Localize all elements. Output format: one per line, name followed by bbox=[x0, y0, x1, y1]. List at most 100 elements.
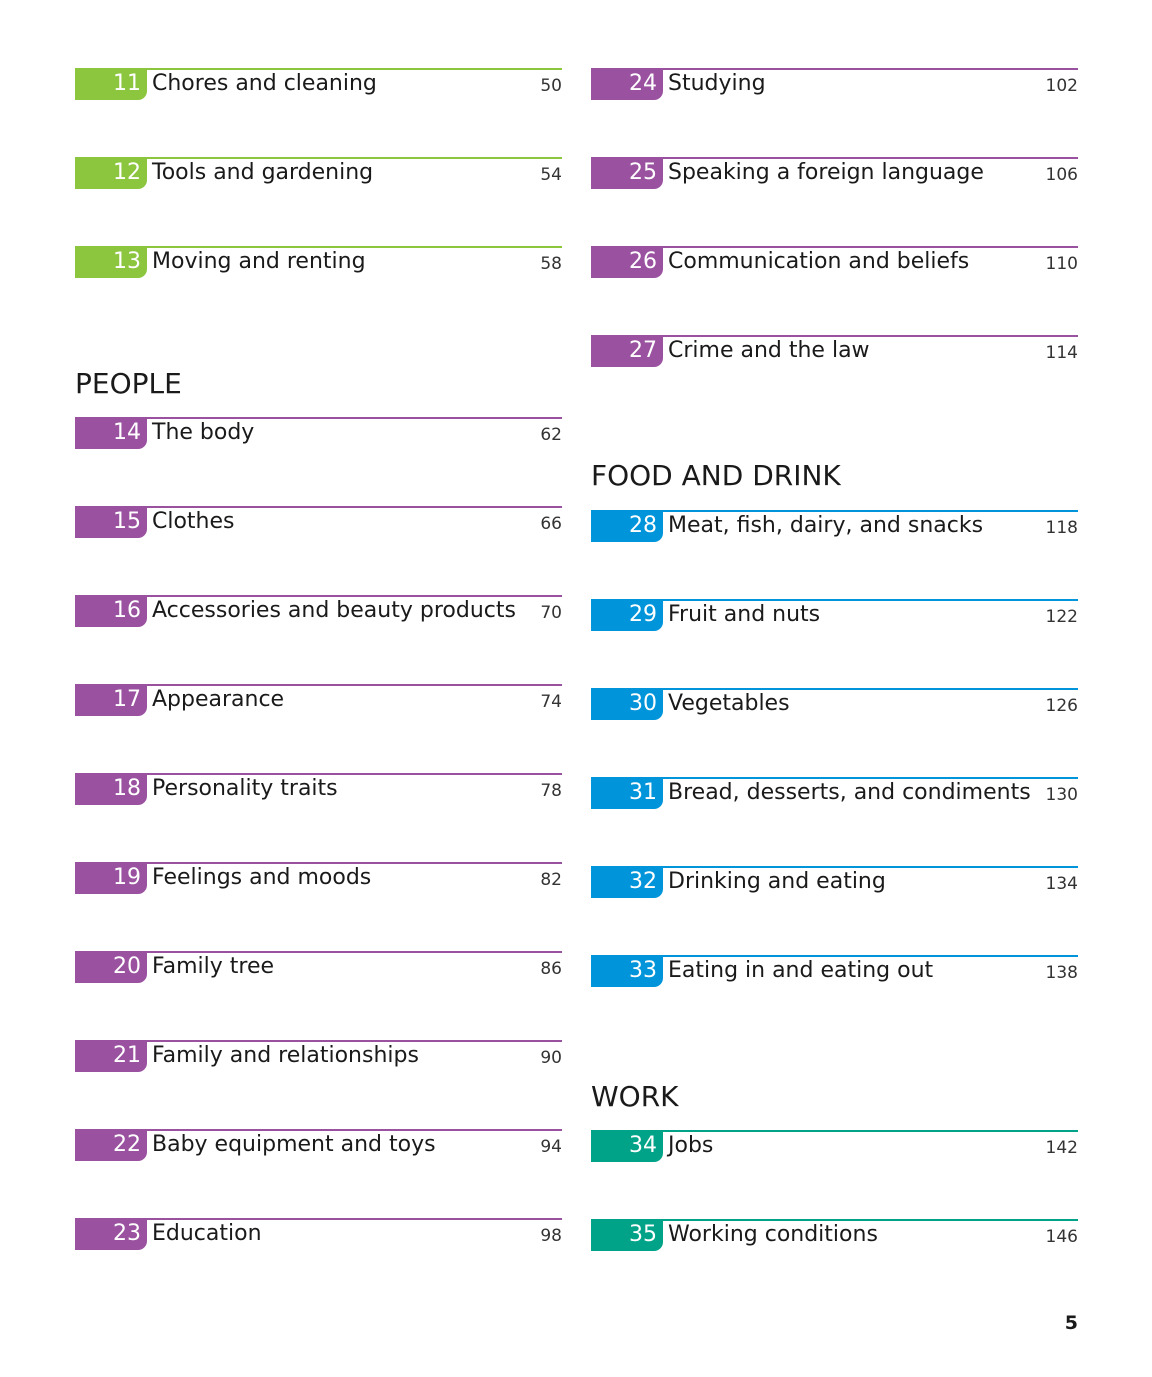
page-reference: 130 bbox=[1045, 785, 1078, 805]
toc-entry[interactable]: 24 Studying 102 bbox=[591, 68, 1078, 102]
entry-rule bbox=[75, 1129, 562, 1131]
entry-rule bbox=[591, 157, 1078, 159]
chapter-title: Moving and renting bbox=[152, 249, 366, 274]
entry-rule bbox=[75, 417, 562, 419]
page-reference: 138 bbox=[1045, 963, 1078, 983]
entry-rule bbox=[75, 595, 562, 597]
toc-entry[interactable]: 20 Family tree 86 bbox=[75, 951, 562, 985]
page-reference: 66 bbox=[540, 514, 562, 534]
page-reference: 62 bbox=[540, 425, 562, 445]
section-heading-work: WORK bbox=[591, 1080, 679, 1113]
toc-entry[interactable]: 16 Accessories and beauty products 70 bbox=[75, 595, 562, 629]
entry-rule bbox=[75, 1218, 562, 1220]
chapter-title: Crime and the law bbox=[668, 338, 870, 363]
entry-rule bbox=[75, 1040, 562, 1042]
entry-rule bbox=[591, 1219, 1078, 1221]
entry-rule bbox=[591, 599, 1078, 601]
toc-entry[interactable]: 13 Moving and renting 58 bbox=[75, 246, 562, 280]
toc-entry[interactable]: 34 Jobs 142 bbox=[591, 1130, 1078, 1164]
chapter-number: 28 bbox=[591, 510, 663, 542]
page-number: 5 bbox=[1064, 1312, 1078, 1334]
toc-entry[interactable]: 32 Drinking and eating 134 bbox=[591, 866, 1078, 900]
entry-rule bbox=[75, 862, 562, 864]
page-reference: 118 bbox=[1045, 518, 1078, 538]
toc-entry[interactable]: 27 Crime and the law 114 bbox=[591, 335, 1078, 369]
chapter-number: 35 bbox=[591, 1219, 663, 1251]
toc-entry[interactable]: 12 Tools and gardening 54 bbox=[75, 157, 562, 191]
section-heading-people: PEOPLE bbox=[75, 367, 182, 400]
toc-entry[interactable]: 35 Working conditions 146 bbox=[591, 1219, 1078, 1253]
chapter-number: 18 bbox=[75, 773, 147, 805]
chapter-number: 21 bbox=[75, 1040, 147, 1072]
page-reference: 122 bbox=[1045, 607, 1078, 627]
toc-entry[interactable]: 31 Bread, desserts, and condiments 130 bbox=[591, 777, 1078, 811]
toc-entry[interactable]: 17 Appearance 74 bbox=[75, 684, 562, 718]
entry-rule bbox=[591, 68, 1078, 70]
chapter-title: Vegetables bbox=[668, 691, 790, 716]
entry-rule bbox=[591, 866, 1078, 868]
toc-entry[interactable]: 15 Clothes 66 bbox=[75, 506, 562, 540]
toc-entry[interactable]: 14 The body 62 bbox=[75, 417, 562, 451]
toc-entry[interactable]: 26 Communication and beliefs 110 bbox=[591, 246, 1078, 280]
entry-rule bbox=[75, 951, 562, 953]
toc-entry[interactable]: 18 Personality traits 78 bbox=[75, 773, 562, 807]
chapter-title: Chores and cleaning bbox=[152, 71, 377, 96]
chapter-title: Tools and gardening bbox=[152, 160, 374, 185]
chapter-number: 32 bbox=[591, 866, 663, 898]
chapter-number: 15 bbox=[75, 506, 147, 538]
page-reference: 98 bbox=[540, 1226, 562, 1246]
chapter-title: Personality traits bbox=[152, 776, 338, 801]
chapter-title: Family tree bbox=[152, 954, 275, 979]
chapter-number: 16 bbox=[75, 595, 147, 627]
toc-entry[interactable]: 22 Baby equipment and toys 94 bbox=[75, 1129, 562, 1163]
chapter-title: Family and relationships bbox=[152, 1043, 419, 1068]
chapter-title: Working conditions bbox=[668, 1222, 878, 1247]
chapter-number: 26 bbox=[591, 246, 663, 278]
chapter-title: Appearance bbox=[152, 687, 285, 712]
entry-rule bbox=[75, 684, 562, 686]
chapter-number: 11 bbox=[75, 68, 147, 100]
toc-entry[interactable]: 29 Fruit and nuts 122 bbox=[591, 599, 1078, 633]
chapter-title: Drinking and eating bbox=[668, 869, 886, 894]
chapter-title: Jobs bbox=[668, 1133, 714, 1158]
chapter-title: Fruit and nuts bbox=[668, 602, 821, 627]
chapter-title: Bread, desserts, and condiments bbox=[668, 780, 1031, 805]
chapter-number: 13 bbox=[75, 246, 147, 278]
chapter-number: 34 bbox=[591, 1130, 663, 1162]
toc-entry[interactable]: 28 Meat, fish, dairy, and snacks 118 bbox=[591, 510, 1078, 544]
toc-entry[interactable]: 21 Family and relationships 90 bbox=[75, 1040, 562, 1074]
toc-entry[interactable]: 11 Chores and cleaning 50 bbox=[75, 68, 562, 102]
page-reference: 110 bbox=[1045, 254, 1078, 274]
chapter-title: Accessories and beauty products bbox=[152, 598, 516, 623]
chapter-number: 27 bbox=[591, 335, 663, 367]
entry-rule bbox=[591, 246, 1078, 248]
chapter-number: 23 bbox=[75, 1218, 147, 1250]
entry-rule bbox=[591, 1130, 1078, 1132]
entry-rule bbox=[591, 335, 1078, 337]
chapter-title: Feelings and moods bbox=[152, 865, 372, 890]
page-reference: 134 bbox=[1045, 874, 1078, 894]
page-reference: 146 bbox=[1045, 1227, 1078, 1247]
page-reference: 82 bbox=[540, 870, 562, 890]
toc-entry[interactable]: 33 Eating in and eating out 138 bbox=[591, 955, 1078, 989]
page-reference: 90 bbox=[540, 1048, 562, 1068]
chapter-title: Baby equipment and toys bbox=[152, 1132, 436, 1157]
toc-entry[interactable]: 19 Feelings and moods 82 bbox=[75, 862, 562, 896]
page-reference: 50 bbox=[540, 76, 562, 96]
entry-rule bbox=[75, 506, 562, 508]
chapter-number: 25 bbox=[591, 157, 663, 189]
chapter-number: 12 bbox=[75, 157, 147, 189]
section-heading-food-and-drink: FOOD AND DRINK bbox=[591, 459, 841, 492]
chapter-number: 24 bbox=[591, 68, 663, 100]
entry-rule bbox=[591, 777, 1078, 779]
entry-rule bbox=[75, 773, 562, 775]
chapter-title: Clothes bbox=[152, 509, 235, 534]
toc-entry[interactable]: 30 Vegetables 126 bbox=[591, 688, 1078, 722]
entry-rule bbox=[75, 157, 562, 159]
entry-rule bbox=[591, 688, 1078, 690]
toc-entry[interactable]: 23 Education 98 bbox=[75, 1218, 562, 1252]
page-reference: 70 bbox=[540, 603, 562, 623]
chapter-title: Education bbox=[152, 1221, 262, 1246]
toc-entry[interactable]: 25 Speaking a foreign language 106 bbox=[591, 157, 1078, 191]
page-reference: 78 bbox=[540, 781, 562, 801]
